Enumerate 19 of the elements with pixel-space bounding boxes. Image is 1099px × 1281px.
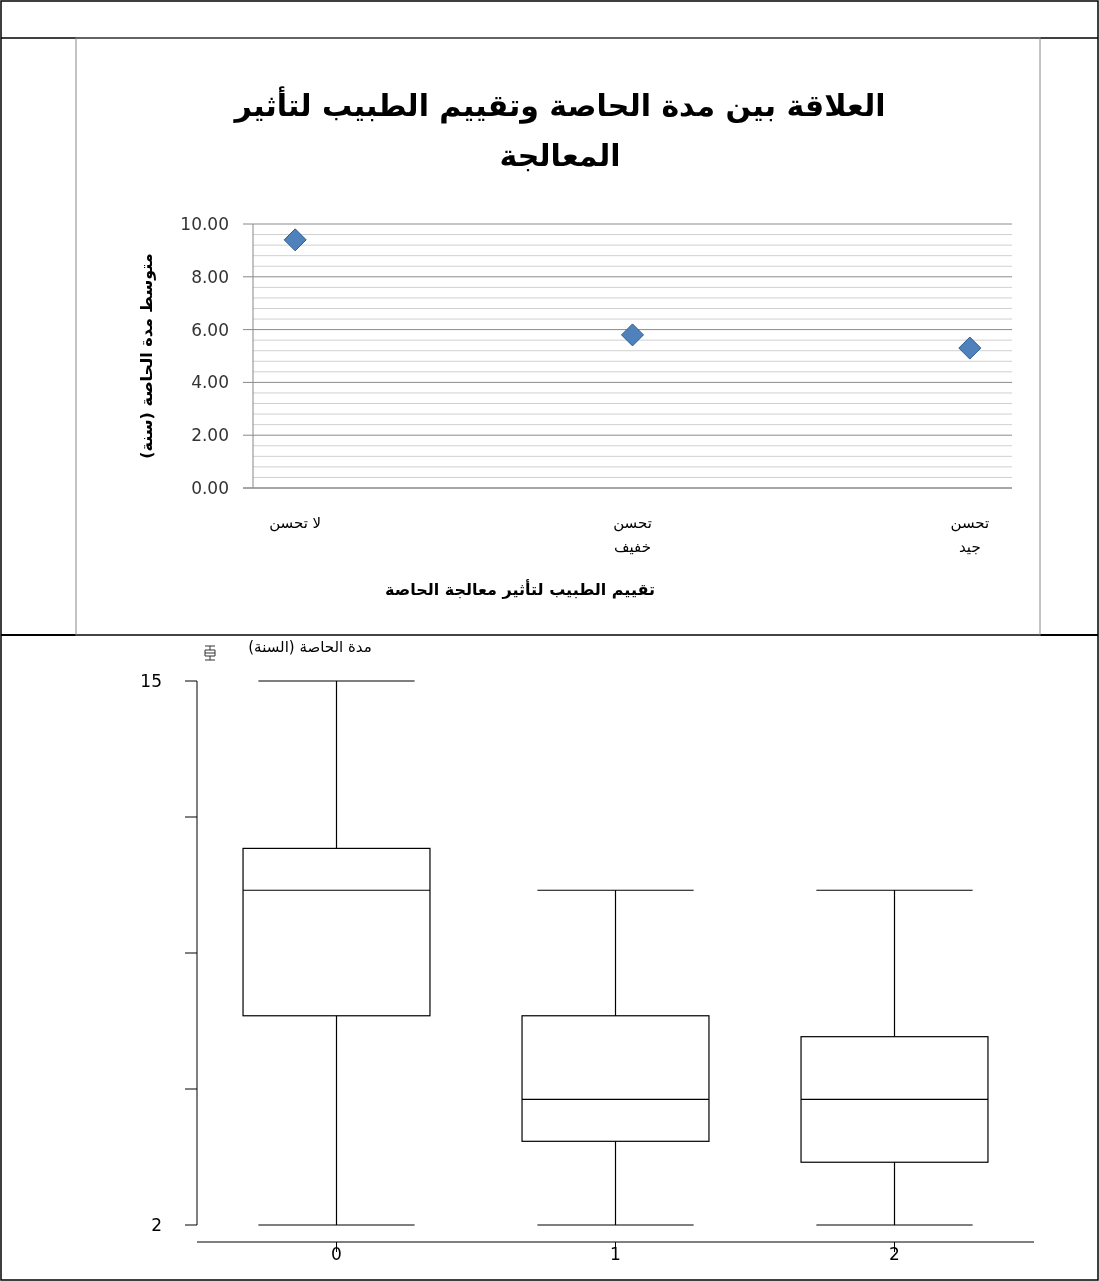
chart-title: العلاقة بين مدة الحاصة وتقييم الطبيب لتأثير المعالجة	[232, 86, 886, 173]
x-tick-label: تحسن جيد	[950, 514, 990, 556]
chart-title: مدة الحاصة (السنة)	[248, 638, 372, 656]
x-tick-label: 0	[331, 1244, 342, 1264]
y-tick-label: 15	[140, 671, 162, 691]
y-tick-label: 10.00	[180, 214, 229, 234]
y-tick-label: 8.00	[191, 266, 229, 287]
x-axis-title: تقييم الطبيب لتأثير معالجة الحاصة	[385, 579, 655, 599]
x-tick-label: تحسن خفيف	[613, 514, 652, 556]
y-tick-label: 6.00	[191, 319, 229, 340]
point	[283, 228, 307, 252]
y-tick-label: 2.00	[191, 425, 229, 446]
point	[958, 336, 982, 360]
x-tick-label: 2	[889, 1244, 900, 1264]
point	[621, 323, 644, 347]
y-tick-label: 0.00	[191, 478, 229, 498]
y-axis-title: متوسط مدة الحاصة (سنة)	[137, 253, 156, 459]
x-tick-label: لا تحسن	[269, 514, 322, 532]
y-tick-label: 4.00	[191, 372, 229, 393]
